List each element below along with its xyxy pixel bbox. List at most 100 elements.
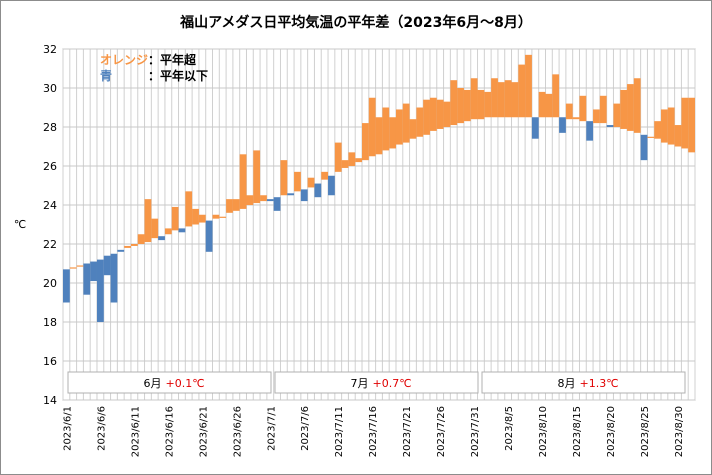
bar-day-86	[640, 134, 648, 161]
bar-day-16	[164, 228, 172, 235]
bar-day-72	[545, 93, 553, 118]
x-tick-group: 2023/6/21	[198, 406, 209, 457]
bar-day-48	[382, 107, 390, 151]
bar-day-79	[593, 109, 600, 124]
bar-day-90	[667, 107, 675, 145]
y-tick-label: 16	[43, 355, 57, 368]
bar-day-3	[76, 265, 84, 267]
bar-day-25	[226, 199, 233, 213]
summary-anomaly: +0.1℃	[166, 377, 205, 390]
bar-day-43	[348, 152, 356, 166]
summary-month: 6月	[144, 377, 162, 390]
bar-day-20	[192, 208, 199, 225]
bar-day-81	[606, 125, 614, 127]
bar-day-41	[334, 142, 342, 172]
x-tick-group: 2023/8/5	[504, 406, 515, 451]
summary-box	[481, 371, 686, 394]
x-tick-label: 2023/8/15	[572, 406, 583, 457]
axis-layer: 14 16 18 20 22 24 26 28 30 32 2023/6/1 2023/6/6 2023…	[43, 43, 685, 457]
bar-day-42	[341, 160, 349, 168]
bar-day-65	[497, 82, 505, 118]
y-tick-label: 20	[43, 277, 57, 290]
bar-day-49	[389, 117, 396, 149]
bar-day-34	[287, 193, 295, 196]
bar-day-68	[518, 64, 526, 118]
bar-day-13	[144, 199, 152, 243]
x-tick-label: 2023/7/21	[402, 406, 413, 457]
x-tick-group: 2023/8/20	[606, 406, 617, 457]
bar-day-55	[429, 97, 437, 131]
bar-day-91	[674, 125, 682, 147]
bar-day-64	[491, 78, 498, 118]
y-tick-label: 26	[43, 160, 57, 173]
bar-day-54	[423, 99, 430, 135]
bar-day-21	[198, 214, 206, 223]
bar-day-28	[246, 195, 254, 205]
bar-day-6	[96, 259, 104, 322]
bar-day-87	[647, 136, 655, 138]
bar-day-52	[409, 119, 417, 139]
bar-day-75	[565, 103, 573, 120]
bar-day-80	[599, 95, 607, 124]
x-tick-label: 2023/7/16	[368, 406, 379, 457]
bar-day-66	[504, 80, 512, 118]
bar-day-92	[681, 97, 689, 149]
x-tick-label: 2023/8/5	[504, 406, 515, 451]
x-tick-label: 2023/8/10	[538, 406, 549, 457]
bar-day-74	[559, 117, 566, 133]
x-tick-group: 2023/7/11	[334, 406, 345, 457]
summary-box	[67, 371, 272, 394]
bar-day-17	[171, 206, 179, 231]
bar-day-53	[416, 107, 424, 137]
bar-day-2	[69, 267, 77, 269]
legend-desc: ：平年以下	[148, 68, 208, 83]
x-tick-group: 2023/7/1	[266, 406, 277, 451]
x-tick-label: 2023/8/25	[640, 406, 651, 457]
y-tick-label: 30	[43, 82, 57, 95]
x-tick-label: 2023/7/1	[266, 406, 277, 451]
bar-day-39	[321, 171, 329, 180]
x-tick-label: 2023/6/6	[96, 406, 107, 451]
x-tick-label: 2023/7/26	[436, 406, 447, 457]
bar-day-78	[586, 121, 594, 141]
bar-day-10	[124, 245, 131, 248]
bar-day-7	[103, 255, 111, 276]
x-tick-group: 2023/7/31	[470, 406, 481, 457]
bar-day-82	[613, 103, 621, 127]
monthly-summary: 6月 +0.1℃ 7月 +0.7℃ 8月 +1.3℃	[67, 371, 686, 394]
bar-day-83	[620, 89, 628, 129]
bars-layer	[63, 54, 695, 322]
x-tick-label: 2023/7/6	[300, 406, 311, 451]
legend-desc: ：平年超	[148, 52, 197, 67]
summary-anomaly: +1.3℃	[580, 377, 619, 390]
bar-day-19	[185, 191, 193, 227]
bar-day-73	[552, 74, 560, 118]
bar-day-44	[355, 158, 363, 163]
x-tick-group: 2023/6/6	[96, 406, 107, 451]
y-tick-label: 24	[43, 199, 57, 212]
bar-day-27	[239, 154, 247, 209]
bar-day-62	[477, 89, 485, 120]
bar-day-30	[260, 195, 267, 202]
summary-month: 7月	[351, 377, 369, 390]
bar-day-38	[314, 183, 322, 198]
bar-day-14	[151, 218, 159, 239]
bar-day-71	[538, 91, 546, 118]
bar-day-22	[205, 220, 213, 252]
bar-day-69	[525, 54, 532, 118]
summary-month: 8月	[558, 377, 576, 390]
x-tick-group: 2023/6/16	[164, 406, 175, 457]
bar-day-11	[130, 244, 138, 246]
y-tick-label: 14	[43, 394, 57, 407]
bar-day-33	[280, 160, 288, 196]
bar-day-84	[627, 84, 634, 131]
bar-day-35	[294, 171, 301, 192]
bar-day-60	[463, 89, 471, 122]
y-tick-label: 28	[43, 121, 57, 134]
x-tick-group: 2023/8/10	[538, 406, 549, 457]
bar-day-51	[402, 103, 410, 143]
x-tick-group: 2023/6/26	[232, 406, 243, 457]
bar-day-4	[83, 263, 91, 295]
